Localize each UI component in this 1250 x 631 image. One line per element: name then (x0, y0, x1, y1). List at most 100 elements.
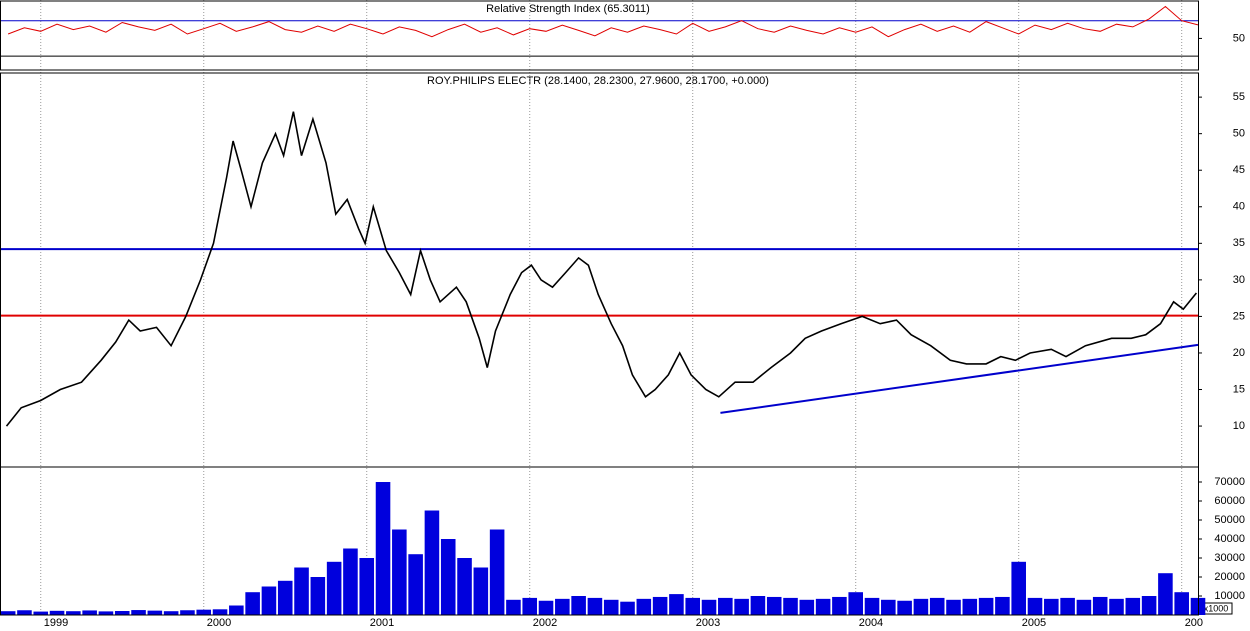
volume-bar (82, 610, 97, 615)
volume-bar (897, 600, 912, 615)
volume-bar (555, 598, 570, 615)
volume-bar (294, 567, 309, 615)
y-tick-label: 40 (1233, 201, 1245, 213)
volume-bar (196, 609, 212, 615)
volume-bar (131, 610, 146, 615)
y-tick-label: 20000 (1214, 571, 1245, 583)
volume-bar (620, 601, 635, 615)
volume-bar (310, 577, 326, 615)
volume-bar (978, 597, 994, 615)
y-tick-label: 10000 (1214, 590, 1245, 602)
volume-bar (799, 599, 815, 615)
volume-bar (913, 598, 929, 615)
volume-bar (522, 597, 538, 615)
y-tick-label: 55 (1233, 91, 1245, 103)
y-tick-label: 25 (1233, 310, 1245, 322)
volume-bar (603, 599, 619, 615)
y-tick-label: 30 (1233, 274, 1245, 286)
volume-bar (587, 597, 603, 615)
volume-bar (864, 597, 880, 615)
volume-bar (408, 554, 423, 615)
y-tick-label: 50000 (1214, 514, 1245, 526)
y-tick-label: 70000 (1214, 476, 1245, 488)
volume-bar (440, 539, 456, 615)
x-tick-label: 2004 (859, 617, 883, 629)
volume-bar (929, 597, 945, 615)
volume-bar (881, 599, 896, 615)
volume-bar (66, 611, 81, 615)
volume-bar (701, 599, 717, 615)
volume-bar (1060, 597, 1075, 615)
y-tick-label: 35 (1233, 237, 1245, 249)
y-tick-label: 40000 (1214, 533, 1245, 545)
volume-bar (1109, 598, 1124, 615)
data-line (7, 5, 1199, 38)
x-tick-label: 2005 (1022, 617, 1046, 629)
volume-bar (212, 609, 228, 615)
y-tick-label: 10 (1233, 420, 1245, 432)
volume-bar (783, 597, 798, 615)
x-tick-label: 2000 (207, 617, 231, 629)
volume-bar (1174, 592, 1189, 615)
volume-bar (326, 561, 342, 615)
volume-bar (848, 592, 863, 615)
rsi-title: Relative Strength Index (65.3011) (486, 3, 650, 15)
y-tick-label: 50 (1233, 32, 1245, 44)
x-tick-label: 1999 (44, 617, 68, 629)
unit-note: x1000 (1204, 603, 1229, 613)
volume-bar (98, 611, 114, 615)
volume-bar (1044, 598, 1059, 615)
volume-bar (49, 610, 65, 615)
volume-bar (962, 598, 978, 615)
volume-bar (114, 611, 130, 615)
volume-bar (1141, 596, 1157, 615)
volume-bar (734, 598, 749, 615)
volume-bar (1125, 597, 1141, 615)
volume-bar (180, 610, 195, 615)
x-tick-label: 200 (1185, 617, 1203, 629)
volume-bar (538, 600, 554, 615)
volume-bar (0, 611, 16, 615)
volume-bar (636, 598, 652, 615)
panel-frame (0, 0, 1199, 71)
volume-bar (685, 597, 701, 615)
volume-bar (995, 596, 1010, 615)
volume-bar (163, 611, 179, 615)
volume-bar (1158, 573, 1173, 615)
volume-bar (392, 529, 407, 615)
x-tick-label: 2002 (533, 617, 557, 629)
volume-bar (832, 596, 847, 615)
volume-bar (718, 597, 733, 615)
volume-bar (17, 610, 32, 615)
y-tick-label: 30000 (1214, 552, 1245, 564)
y-tick-label: 15 (1233, 383, 1245, 395)
volume-bar (343, 548, 358, 615)
volume-bar (506, 599, 521, 615)
volume-bar (424, 510, 440, 615)
volume-bar (766, 596, 782, 615)
y-tick-label: 45 (1233, 164, 1245, 176)
volume-bar (571, 596, 586, 615)
volume-bar (489, 529, 505, 615)
volume-bar (375, 482, 391, 615)
volume-bar (33, 611, 49, 615)
volume-bar (245, 592, 260, 615)
volume-bar (946, 599, 961, 615)
volume-bar (669, 594, 684, 615)
volume-bar (277, 580, 293, 615)
volume-bar (815, 598, 831, 615)
volume-bar (473, 567, 489, 615)
volume-bar (147, 610, 163, 615)
volume-bar (261, 586, 277, 615)
volume-bar (1027, 597, 1043, 615)
panel-frame (0, 466, 1199, 616)
y-tick-label: 50 (1233, 128, 1245, 140)
data-line (5, 111, 1198, 427)
price-title: ROY.PHILIPS ELECTR (28.1400, 28.2300, 27… (427, 75, 769, 87)
x-tick-label: 2003 (696, 617, 720, 629)
volume-bar (457, 558, 472, 615)
volume-bar (359, 558, 375, 615)
volume-bar (1076, 599, 1092, 615)
